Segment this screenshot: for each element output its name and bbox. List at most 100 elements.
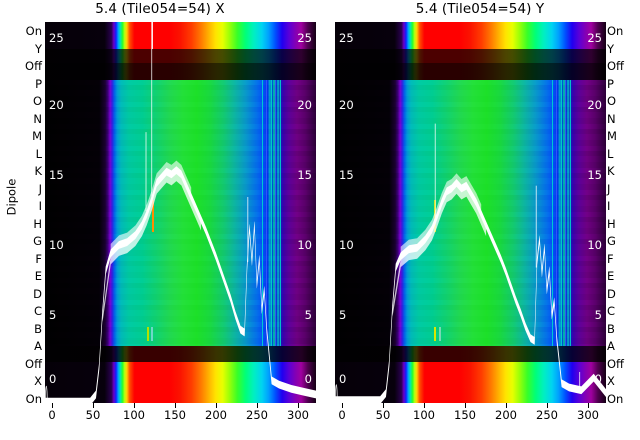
xtick-mark: [52, 403, 53, 408]
xtick-mark: [342, 403, 343, 408]
xlabel-100: 100: [413, 408, 435, 422]
dipole-label-left-on: On: [25, 24, 42, 38]
dipole-label-right-g: G: [607, 234, 616, 249]
xtick-mark: [134, 403, 135, 408]
plot-area-x[interactable]: [45, 22, 316, 403]
xtick-mark: [547, 403, 548, 408]
heat-band-upper-faint: [45, 63, 316, 80]
dipole-label-left-g: G: [33, 234, 42, 249]
dipole-label-left-a: A: [34, 339, 42, 354]
xlabel-0: 0: [48, 408, 56, 422]
dipole-label-right-p: P: [607, 76, 614, 91]
dipole-label-right-on: On: [607, 392, 624, 406]
dipole-label-right-x: X: [607, 374, 615, 389]
heat-band-top: [45, 22, 316, 49]
dipole-label-left-j: J: [38, 181, 42, 196]
dipole-label-right-off: Off: [607, 356, 624, 371]
xtick-mark: [298, 403, 299, 408]
top-band-cursor-line: [151, 22, 153, 49]
dipole-label-right-y: Y: [607, 41, 615, 56]
xtick-mark: [383, 403, 384, 408]
dipole-labels-left: Dipole On Y Off P O N M L K J I H G F E D C B A Off X On: [4, 22, 42, 406]
dipole-label-right-i: I: [607, 199, 611, 214]
dipole-label-left-h: H: [33, 216, 42, 231]
dipole-label-left-p: P: [35, 76, 42, 91]
heat-band-upper-dim: [45, 49, 316, 63]
overlay-trace-y: [335, 123, 606, 403]
xlabel-200: 200: [495, 408, 517, 422]
xaxis-y: 0 50 100 150 200 250 300: [335, 403, 606, 437]
xtick-mark: [465, 403, 466, 408]
panel-y: 5.4 (Tile054=54) Y: [320, 0, 640, 440]
heat-band-top: [335, 22, 606, 49]
xlabel-100: 100: [123, 408, 145, 422]
xlabel-50: 50: [375, 408, 391, 422]
heat-band-upper-faint: [335, 63, 606, 80]
overlay-trace-x: [45, 22, 316, 403]
dipole-labels-right: On Y Off P O N M L K J I H G F E D C B A Off X On: [607, 22, 639, 406]
dipole-label-right-a: A: [607, 339, 615, 354]
xlabel-250: 250: [536, 408, 558, 422]
dipole-label-right-d: D: [607, 286, 616, 301]
dipole-label-right-e: E: [607, 269, 615, 284]
dipole-label-right-n: N: [607, 111, 616, 126]
marker-teal: [438, 327, 441, 341]
dipole-label-left-i: I: [38, 199, 42, 214]
dipole-label-right-b: B: [607, 321, 615, 336]
xlabel-50: 50: [85, 408, 101, 422]
dipole-label-left-n: N: [33, 111, 42, 126]
dipole-label-left-f: F: [35, 251, 42, 266]
xtick-mark: [257, 403, 258, 408]
heat-band-lower-faint: [335, 346, 606, 362]
dipole-label-right-off: Off: [607, 59, 624, 74]
xtick-mark: [588, 403, 589, 408]
dipole-label-left-d: D: [33, 286, 42, 301]
marker-yellow: [434, 327, 437, 341]
dipole-label-left-on: On: [25, 392, 42, 406]
dipole-label-right-on: On: [607, 24, 624, 38]
marker-green: [146, 327, 149, 341]
dipole-label-left-y: Y: [34, 41, 42, 56]
dipole-label-right-o: O: [607, 94, 617, 109]
axis-label-dipole: Dipole: [4, 178, 19, 216]
dipole-label-left-off: Off: [25, 59, 42, 74]
panel-y-title: 5.4 (Tile054=54) Y: [415, 1, 545, 17]
dipole-label-left-l: L: [35, 146, 42, 161]
dipole-label-left-c: C: [33, 304, 42, 319]
dipole-label-right-h: H: [607, 216, 616, 231]
dipole-label-right-k: K: [607, 164, 615, 179]
dipole-label-left-x: X: [34, 374, 42, 389]
heat-band-upper-dim: [335, 49, 606, 63]
dipole-label-left-k: K: [34, 164, 42, 179]
plot-area-y[interactable]: [335, 22, 606, 403]
dipole-label-left-m: M: [32, 129, 42, 144]
xlabel-250: 250: [246, 408, 268, 422]
dipole-label-left-o: O: [32, 94, 42, 109]
xlabel-150: 150: [164, 408, 186, 422]
heat-band-bottom: [335, 362, 606, 403]
xlabel-300: 300: [287, 408, 309, 422]
xtick-mark: [424, 403, 425, 408]
xlabel-200: 200: [205, 408, 227, 422]
dipole-label-right-c: C: [607, 304, 616, 319]
dipole-label-right-f: F: [607, 251, 614, 266]
xtick-mark: [93, 403, 94, 408]
dipole-label-left-off: Off: [25, 356, 42, 371]
dipole-label-right-m: M: [607, 129, 617, 144]
panel-x: 5.4 (Tile054=54) X: [45, 1, 316, 437]
xtick-mark: [216, 403, 217, 408]
xtick-mark: [506, 403, 507, 408]
xtick-mark: [175, 403, 176, 408]
xlabel-300: 300: [577, 408, 599, 422]
dipole-label-left-e: E: [34, 269, 42, 284]
dipole-label-right-j: J: [607, 181, 611, 196]
marker-orange: [151, 199, 154, 232]
xlabel-150: 150: [454, 408, 476, 422]
heat-band-lower-faint: [45, 346, 316, 362]
xlabel-0: 0: [338, 408, 346, 422]
dipole-label-right-l: L: [607, 146, 614, 161]
panel-x-title: 5.4 (Tile054=54) X: [95, 1, 225, 17]
dipole-label-left-b: B: [34, 321, 42, 336]
xaxis-x: 0 50 100 150 200 250 300: [45, 403, 316, 437]
